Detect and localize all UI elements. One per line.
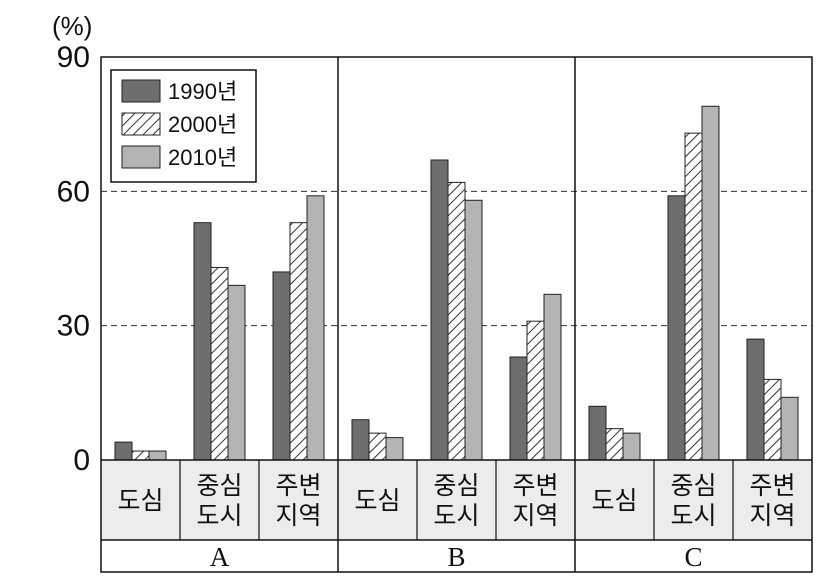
y-tick-label: 60 [57, 175, 90, 208]
category-label: 지역 [275, 501, 321, 530]
category-label: 중심 [433, 471, 479, 500]
group-label-A: A [210, 542, 230, 572]
bar-A-1-2010년 [227, 284, 246, 461]
y-tick-label: 0 [73, 444, 90, 477]
group-label-B: B [447, 542, 465, 572]
bar-C-1-2000년 [684, 132, 703, 461]
y-tick-label: 90 [57, 41, 90, 74]
bar-A-2-1990년 [272, 271, 291, 461]
bar-B-0-2000년 [368, 432, 387, 461]
category-label: 도시 [433, 501, 479, 530]
outer-frame [100, 56, 813, 573]
bar-B-1-2010년 [464, 199, 483, 461]
bar-B-0-2010년 [385, 437, 404, 461]
group-label-C: C [684, 542, 702, 572]
category-label: 지역 [749, 501, 795, 530]
category-label: 지역 [512, 501, 558, 530]
bar-B-2-1990년 [509, 356, 528, 461]
bar-C-2-2000년 [763, 378, 782, 461]
y-axis-unit-label: (%) [52, 11, 92, 41]
bar-B-1-2000년 [447, 181, 466, 461]
y-tick-label: 30 [57, 310, 90, 343]
legend-swatch-2010 [121, 145, 161, 169]
category-label: 주변 [512, 471, 558, 500]
legend-swatch-2000 [121, 112, 161, 136]
bar-C-1-1990년 [667, 195, 686, 461]
bars [114, 105, 799, 461]
bar-C-2-1990년 [746, 338, 765, 461]
legend-label-1990: 1990년 [168, 79, 237, 104]
category-row-background [101, 460, 812, 540]
legend-label-2000: 2000년 [168, 112, 237, 137]
bar-C-0-1990년 [588, 405, 607, 461]
bar-C-0-2000년 [605, 428, 624, 461]
bar-A-0-2000년 [131, 450, 150, 461]
category-label: 도심 [591, 486, 637, 515]
bar-A-0-2010년 [148, 450, 167, 461]
legend-label-2010: 2010년 [168, 145, 237, 170]
y-tick-labels: 0 30 60 90 [57, 41, 90, 477]
bar-C-1-2010년 [701, 105, 720, 461]
category-label: 중심 [196, 471, 242, 500]
bar-A-2-2010년 [306, 195, 325, 461]
bar-A-1-1990년 [193, 222, 212, 461]
category-label: 도시 [196, 501, 242, 530]
bar-C-2-2010년 [780, 396, 799, 461]
category-label: 주변 [749, 471, 795, 500]
legend: 1990년 2000년 2010년 [110, 69, 257, 183]
plot-frame [100, 56, 813, 573]
bar-B-1-1990년 [430, 159, 449, 461]
category-label: 중심 [670, 471, 716, 500]
legend-swatch-1990 [121, 79, 161, 103]
bar-C-0-2010년 [622, 432, 641, 461]
bar-A-1-2000년 [210, 266, 229, 461]
bar-A-0-1990년 [114, 441, 133, 461]
bar-B-2-2010년 [543, 293, 562, 461]
category-label: 도심 [354, 486, 400, 515]
category-label: 도심 [117, 486, 163, 515]
bar-B-0-1990년 [351, 419, 370, 461]
category-label: 도시 [670, 501, 716, 530]
bar-B-2-2000년 [526, 320, 545, 461]
bar-A-2-2000년 [289, 222, 308, 461]
category-label: 주변 [275, 471, 321, 500]
